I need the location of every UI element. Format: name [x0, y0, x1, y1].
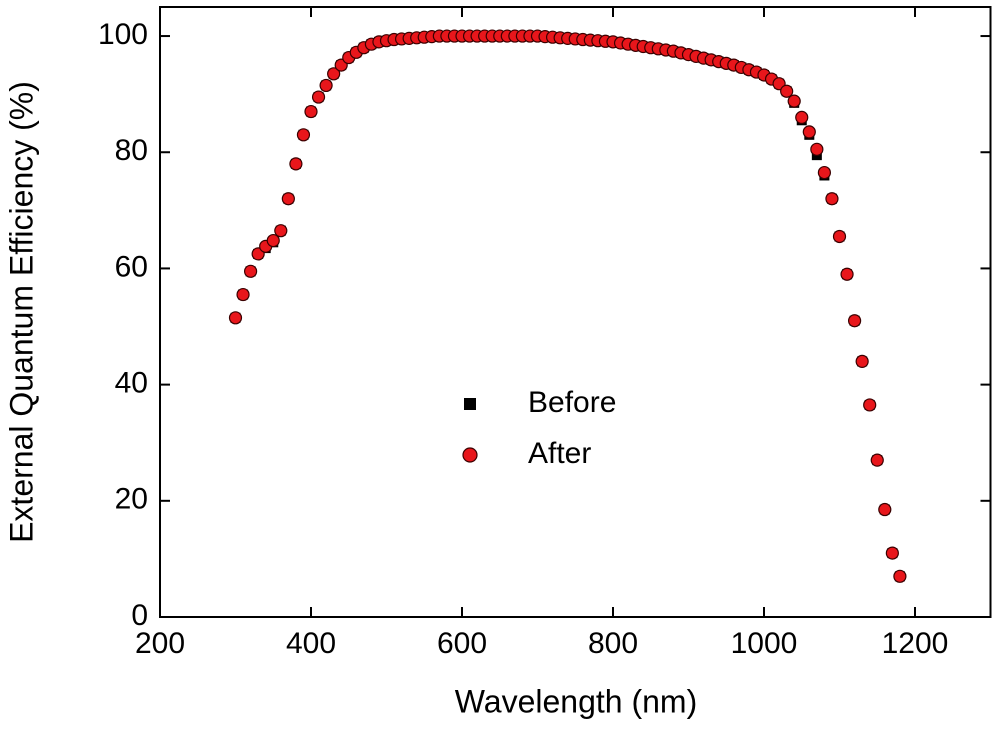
data-point — [847, 314, 862, 328]
data-point — [274, 224, 288, 238]
data-point — [825, 192, 839, 206]
data-point — [795, 110, 809, 124]
plot-frame — [159, 6, 992, 618]
data-point — [855, 354, 869, 368]
data-point — [296, 128, 311, 142]
data-point — [244, 264, 258, 278]
data-point — [893, 569, 907, 583]
y-tick-label: 80 — [115, 134, 148, 167]
y-tick-label: 20 — [115, 483, 148, 516]
x-axis-label: Wavelength (nm) — [455, 683, 697, 719]
data-point — [327, 67, 341, 81]
legend-label: After — [528, 437, 591, 470]
data-point — [832, 229, 847, 244]
data-point — [878, 502, 892, 517]
legend-marker — [462, 447, 478, 463]
data-point — [885, 546, 899, 560]
data-point — [802, 125, 816, 139]
x-tick-label: 1000 — [731, 627, 798, 660]
x-tick-label: 200 — [135, 627, 185, 660]
data-point — [780, 84, 794, 98]
legend-label: Before — [528, 386, 616, 419]
data-point — [311, 90, 326, 104]
x-tick-label: 600 — [437, 627, 487, 660]
x-tick-label: 800 — [588, 627, 638, 660]
y-axis-label: External Quantum Efficiency (%) — [3, 81, 39, 543]
x-tick-label: 1200 — [882, 627, 949, 660]
data-point — [289, 157, 303, 171]
y-tick-label: 60 — [115, 250, 148, 283]
y-tick-label: 40 — [115, 367, 148, 400]
data-point — [236, 287, 250, 302]
x-tick-label: 400 — [286, 627, 336, 660]
data-point — [281, 192, 295, 206]
data-point — [863, 398, 877, 412]
data-point — [817, 165, 832, 180]
data-point — [810, 142, 824, 156]
y-tick-label: 0 — [131, 599, 148, 632]
data-point — [319, 78, 333, 93]
data-point — [870, 453, 884, 467]
data-point — [266, 233, 280, 248]
data-point — [840, 267, 854, 281]
data-point — [787, 94, 801, 108]
data-point — [228, 311, 243, 325]
y-tick-label: 100 — [98, 18, 148, 51]
data-point — [304, 104, 318, 119]
legend-marker — [464, 398, 476, 410]
